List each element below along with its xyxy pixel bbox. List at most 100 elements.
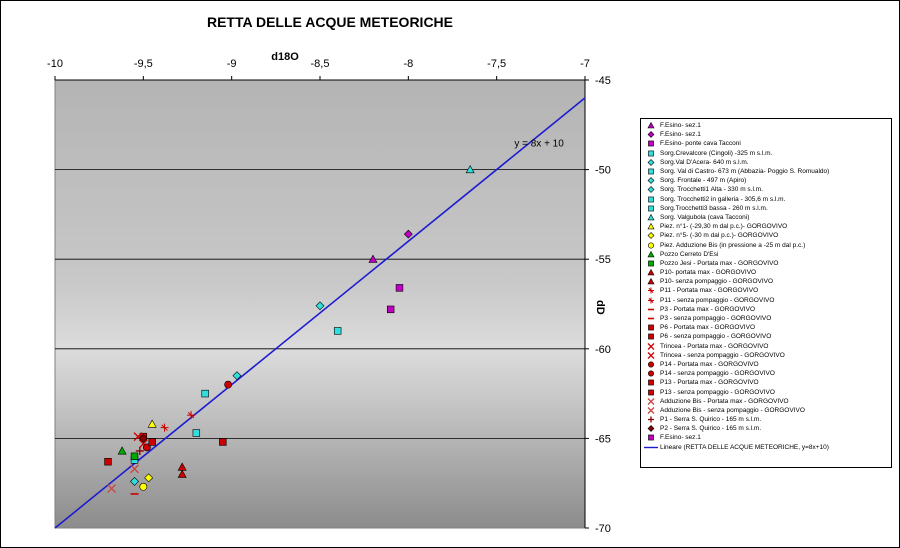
legend-item: P14 - senza pompaggio - GORGOVIVO [644,369,891,378]
legend-item: Piez. n°5- (-30 m dal p.c.)- GORGOVIVO [644,231,891,240]
legend-marker [648,205,654,212]
data-point [315,301,325,311]
legend-item: P6 - senza pompaggio - GORGOVIVO [644,332,891,341]
legend-label: P2 - Serra S. Quirico - 165 m s.l.m. [660,425,762,433]
legend-item: Pozzo Jesi - Portata max - GORGOVIVO [644,259,891,268]
legend-item: P3 - Portata max - GORGOVIVO [644,305,891,314]
y-tick-label: -60 [595,344,611,356]
legend-marker [648,141,654,147]
legend-marker [648,370,655,377]
data-point [144,473,154,483]
legend-symbol [647,268,655,276]
legend-marker [647,223,655,230]
legend-item: Piez. n°1- (-29,30 m dal p.c.)- GORGOVIV… [644,222,891,231]
legend-symbol [648,308,654,311]
regression-line [54,97,586,529]
legend: F.Esino- sez.1 F.Esino- sez.1 F.Esino- pon… [640,118,892,468]
legend-item: Piez. Adduzione Bis (in pressione a -25 … [644,240,891,249]
data-point [130,464,139,474]
legend-label: Trincea - Portata max - GORGOVIVO [660,342,769,350]
legend-label: Piez. n°5- (-30 m dal p.c.)- GORGOVIVO [660,232,779,240]
legend-label: P13 - senza pompaggio - GORGOVIVO [660,388,775,396]
data-point [177,469,187,478]
legend-item: P10- portata max - GORGOVIVO [644,268,891,277]
legend-symbol [648,168,654,175]
legend-label: Piez. n°1- (-29,30 m dal p.c.)- GORGOVIV… [660,223,788,231]
data-point [148,438,156,446]
legend-item: Sorg. Frontale - 497 m (Apiro) [644,176,891,185]
legend-label: F.Esino- sez.1 [660,122,701,130]
legend-symbol [648,379,654,386]
legend-item: P13 - Portata max - GORGOVIVO [644,378,891,387]
legend-item: Sorg.Val D'Acera- 640 m s.l.m. [644,158,891,167]
legend-item: Adduzione Bis - senza pompaggio - GORGOV… [644,406,891,415]
legend-label: P11 - senza pompaggio - GORGOVIVO [660,296,775,304]
data-point [403,229,413,239]
legend-symbol [644,446,658,448]
legend-symbol [647,131,655,139]
legend-symbol [648,334,654,340]
legend-symbol [647,158,655,166]
legend-symbol [648,370,655,377]
legend-item: Sorg.Trocchetti3 bassa - 260 m s.l.m. [644,204,891,213]
legend-marker [647,397,655,405]
legend-symbol [647,177,655,185]
data-point [224,380,233,389]
legend-marker [648,389,654,395]
legend-marker [647,186,655,194]
legend-label: P10- portata max - GORGOVIVO [660,269,757,277]
data-point [135,446,144,455]
legend-symbol [647,121,655,129]
legend-item: Sorg.Crevalcore (Cingoli) -325 m s.l.m. [644,149,891,158]
y-tick-label: -50 [595,165,611,177]
legend-label: Adduzione Bis - Portata max - GORGOVIVO [660,397,789,405]
legend-label: P3 - Portata max - GORGOVIVO [660,305,755,313]
legend-symbol [647,397,655,405]
data-point [138,433,148,443]
legend-item: P10- senza pompaggio - GORGOVIVO [644,277,891,286]
legend-label: Sorg. Val di Castro- 673 m (Abbazia- Pog… [660,168,830,176]
legend-marker [648,242,655,249]
legend-item: Sorg. Trocchetti2 in galleria - 305,6 m … [644,195,891,204]
legend-label: F.Esino- sez.1 [660,434,701,442]
legend-symbol [647,232,655,240]
legend-symbol [647,213,655,221]
legend-symbol [648,260,654,267]
data-point [232,371,242,381]
legend-item: F.Esino- sez.1 [644,130,891,139]
legend-symbol [647,223,655,230]
y-tick-label: -65 [595,433,611,445]
legend-marker [647,268,655,276]
data-point [177,462,187,471]
legend-marker [647,351,655,359]
legend-label: Sorg. Valgubola (cava Tacconi) [660,213,750,221]
legend-item: P6 - Portata max - GORGOVIVO [644,323,891,332]
x-tick-label: -8 [403,58,413,70]
legend-marker [648,297,654,304]
x-tick-label: -8,5 [311,58,330,70]
legend-label: Sorg.Crevalcore (Cingoli) -325 m s.l.m. [660,149,773,157]
x-tick-label: -9,5 [134,58,153,70]
legend-label: P1 - Serra S. Quirico - 165 m s.l.m. [660,416,762,424]
legend-marker [648,361,655,368]
legend-symbol [647,278,655,285]
data-point [192,429,201,437]
legend-marker [648,324,654,331]
legend-item: F.Esino- sez.1 [644,433,891,442]
legend-item: Sorg. Trocchetti1 Alta - 330 m s.l.m. [644,185,891,194]
data-point [117,446,127,455]
legend-label: F.Esino- ponte cava Tacconi [660,140,741,148]
legend-item: P1 - Serra S. Quirico - 165 m s.l.m. [644,415,891,424]
legend-label: P14 - senza pompaggio - GORGOVIVO [660,370,775,378]
legend-marker [648,435,654,441]
legend-marker [648,168,654,175]
legend-symbol [648,141,654,147]
legend-marker [648,260,654,267]
legend-symbol [647,425,655,433]
legend-label: Pozzo Cerreto D'Esi [660,250,719,258]
legend-symbol [648,324,654,331]
legend-item: F.Esino- ponte cava Tacconi [644,139,891,148]
legend-marker [647,425,655,433]
x-tick-label: -7,5 [487,58,506,70]
